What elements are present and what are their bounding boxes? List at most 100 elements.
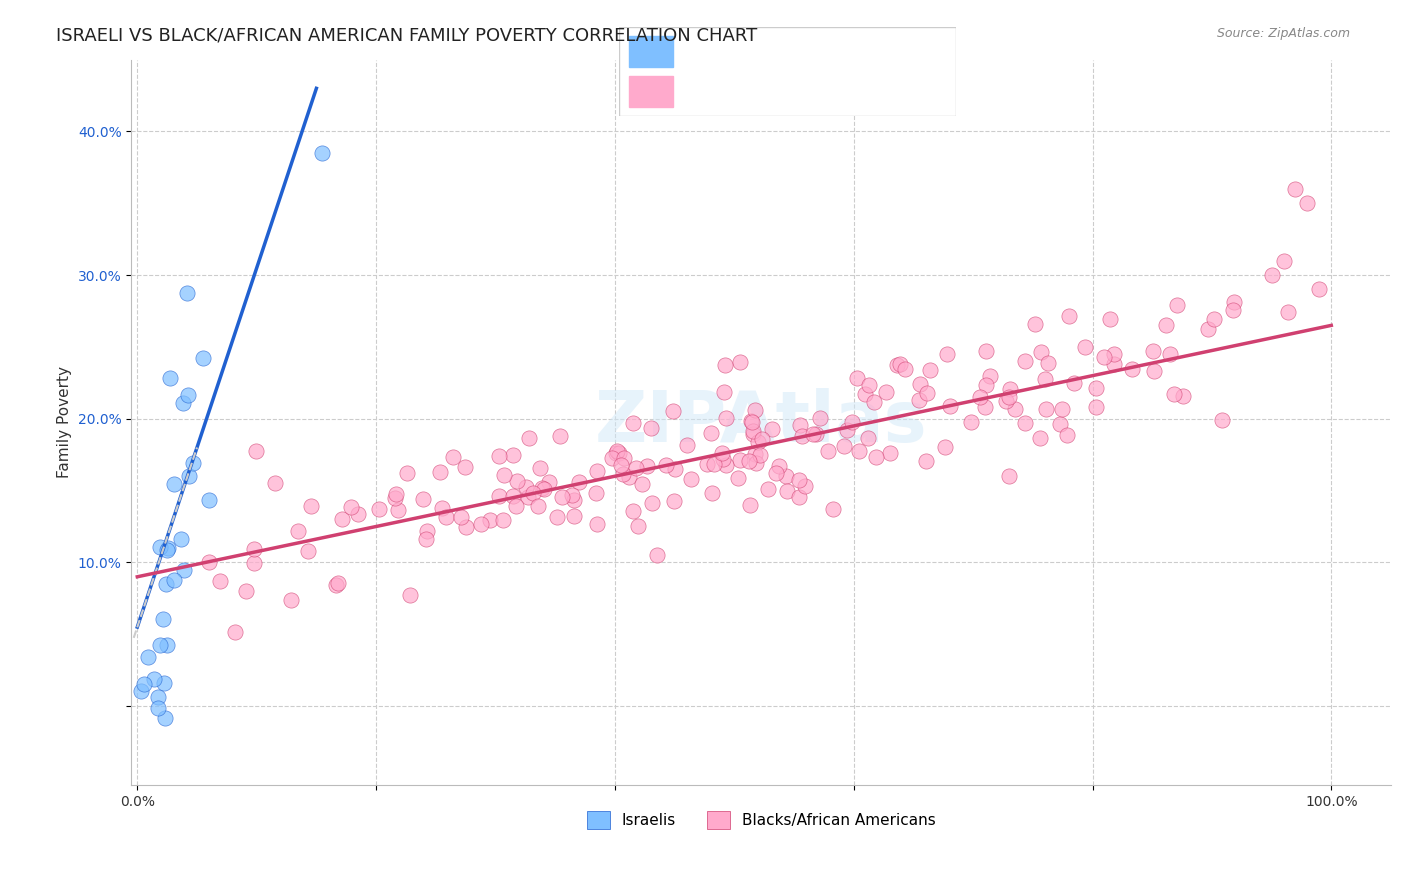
Point <box>176 286 198 301</box>
Point <box>1000 382 1022 396</box>
Bar <box>628 76 672 107</box>
Point <box>224 624 246 639</box>
Point <box>1223 294 1246 309</box>
Point <box>515 480 537 494</box>
Point <box>662 403 685 417</box>
Point <box>756 482 779 496</box>
Point <box>1121 362 1143 376</box>
Point <box>325 578 347 592</box>
Point <box>959 416 981 430</box>
Point <box>974 378 997 392</box>
Point <box>429 465 451 479</box>
Point <box>156 638 179 652</box>
Text: ISRAELI VS BLACK/AFRICAN AMERICAN FAMILY POVERTY CORRELATION CHART: ISRAELI VS BLACK/AFRICAN AMERICAN FAMILY… <box>56 27 758 45</box>
Point <box>761 422 783 436</box>
Point <box>617 470 640 484</box>
Point <box>969 390 991 404</box>
Point <box>1159 347 1181 361</box>
Point <box>605 446 627 460</box>
Point <box>664 462 686 476</box>
Point <box>586 517 609 532</box>
Point <box>1056 428 1078 442</box>
Point <box>624 461 647 475</box>
Point <box>1154 318 1177 332</box>
Point <box>330 512 353 526</box>
Point <box>738 454 761 468</box>
Point <box>297 543 319 558</box>
Point <box>1104 346 1126 360</box>
Point <box>441 450 464 465</box>
Point <box>169 532 191 546</box>
Point <box>172 396 194 410</box>
Point <box>163 476 186 491</box>
Point <box>1296 196 1319 211</box>
Point <box>1014 416 1036 430</box>
Point <box>1052 401 1074 416</box>
Point <box>794 478 817 492</box>
Point <box>585 486 607 500</box>
Point <box>907 393 929 408</box>
Point <box>841 415 863 429</box>
Text: ZIPAtlas: ZIPAtlas <box>595 388 928 457</box>
Point <box>198 493 221 508</box>
Point <box>845 371 868 385</box>
Point <box>716 458 738 472</box>
Point <box>856 431 879 445</box>
Point <box>703 457 725 471</box>
Point <box>494 467 516 482</box>
Point <box>768 459 790 474</box>
Point <box>835 423 858 437</box>
Point <box>1277 305 1299 319</box>
Point <box>910 377 932 392</box>
Point <box>621 416 644 430</box>
Point <box>129 684 152 698</box>
Point <box>177 469 200 483</box>
Point <box>387 503 409 517</box>
Point <box>1163 387 1185 401</box>
Point <box>415 532 437 546</box>
Point <box>502 448 524 462</box>
Point <box>714 410 737 425</box>
Point <box>347 508 370 522</box>
Point <box>505 499 527 513</box>
Point <box>886 358 908 372</box>
Point <box>751 432 773 446</box>
Point <box>562 492 585 507</box>
Point <box>976 344 998 359</box>
Point <box>727 470 749 484</box>
Point <box>675 438 697 452</box>
Point <box>526 500 548 514</box>
Point <box>748 449 770 463</box>
Point <box>1098 312 1121 326</box>
Point <box>235 584 257 599</box>
Legend: Israelis, Blacks/African Americans: Israelis, Blacks/African Americans <box>581 805 942 836</box>
Point <box>538 475 561 489</box>
Point <box>645 549 668 563</box>
Point <box>517 490 540 504</box>
Point <box>713 384 735 399</box>
Point <box>640 421 662 435</box>
Point <box>804 426 827 441</box>
Point <box>430 501 453 516</box>
Point <box>328 576 350 591</box>
Point <box>699 425 721 440</box>
Point <box>548 429 571 443</box>
Point <box>738 498 761 512</box>
Point <box>1197 322 1219 336</box>
Point <box>586 464 609 478</box>
Point <box>134 677 156 691</box>
Point <box>742 426 765 441</box>
Point <box>531 481 554 495</box>
Point <box>1049 417 1071 431</box>
Point <box>1211 413 1233 427</box>
Point <box>1059 309 1081 323</box>
Point <box>517 431 540 445</box>
Point <box>492 513 515 527</box>
Point <box>834 439 856 453</box>
Point <box>176 388 198 402</box>
Point <box>775 469 797 483</box>
Point <box>607 446 630 460</box>
Point <box>416 524 439 538</box>
Point <box>920 363 942 377</box>
Point <box>848 444 870 458</box>
